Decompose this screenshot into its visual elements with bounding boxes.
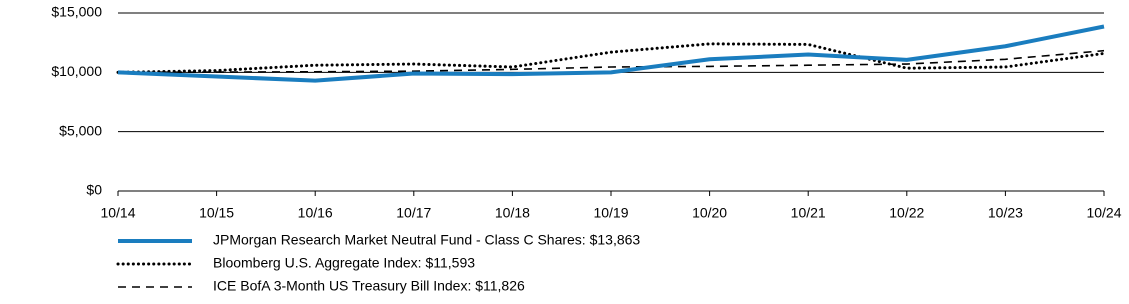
y-tick-label: $15,000 bbox=[51, 4, 102, 20]
x-tick-label: 10/19 bbox=[593, 205, 628, 221]
y-tick-label: $5,000 bbox=[59, 122, 102, 138]
series-line bbox=[117, 24, 1105, 83]
legend-label: Bloomberg U.S. Aggregate Index: $11,593 bbox=[213, 255, 475, 271]
x-tick-label: 10/22 bbox=[889, 205, 924, 221]
y-tick-label: $0 bbox=[86, 182, 102, 198]
x-tick-label: 10/20 bbox=[692, 205, 727, 221]
x-tick-label: 10/15 bbox=[199, 205, 234, 221]
x-tick-label: 10/21 bbox=[791, 205, 826, 221]
x-tick-label: 10/23 bbox=[988, 205, 1023, 221]
x-tick-label: 10/14 bbox=[100, 205, 135, 221]
series-line bbox=[117, 49, 1105, 74]
x-tick-label: 10/16 bbox=[298, 205, 333, 221]
series-line bbox=[116, 42, 1106, 74]
x-tick-label: 10/18 bbox=[495, 205, 530, 221]
y-tick-label: $10,000 bbox=[51, 63, 102, 79]
legend-label: JPMorgan Research Market Neutral Fund - … bbox=[213, 232, 640, 248]
x-tick-label: 10/17 bbox=[396, 205, 431, 221]
legend-label: ICE BofA 3-Month US Treasury Bill Index:… bbox=[213, 278, 525, 294]
x-tick-label: 10/24 bbox=[1086, 205, 1121, 221]
